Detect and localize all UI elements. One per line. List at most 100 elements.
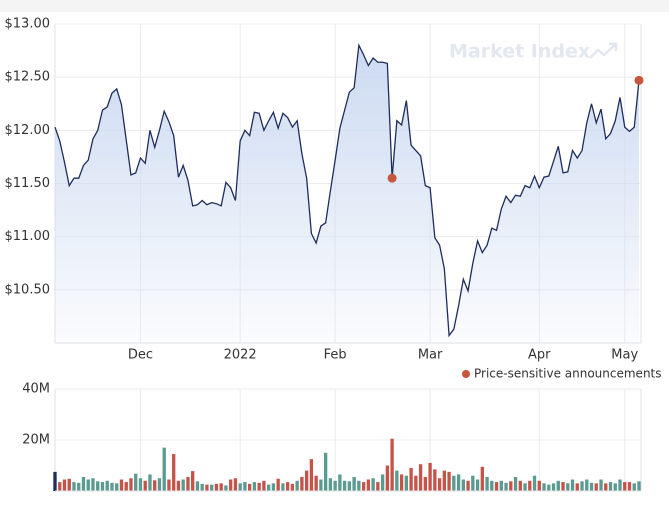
volume-bar xyxy=(537,480,541,491)
volume-bar xyxy=(77,482,81,491)
watermark-icon xyxy=(589,43,617,59)
volume-bar xyxy=(442,470,446,491)
volume-bar xyxy=(357,480,361,491)
watermark: Market Index xyxy=(449,41,590,63)
volume-bar xyxy=(509,481,513,491)
volume-bar xyxy=(352,476,356,491)
volume-bar xyxy=(119,479,124,491)
price-area xyxy=(55,45,639,344)
volume-bar xyxy=(96,481,100,491)
volume-bar xyxy=(589,482,594,491)
volume-bar xyxy=(91,478,95,491)
volume-bar xyxy=(53,471,57,491)
volume-bar xyxy=(566,483,570,491)
top-bar xyxy=(0,0,669,12)
x-tick-label: May xyxy=(611,348,638,363)
volume-bar xyxy=(333,480,337,491)
y-tick-label: $12.50 xyxy=(5,70,51,85)
volume-bar xyxy=(266,484,271,491)
volume-bar xyxy=(447,471,451,491)
volume-bar xyxy=(86,479,90,491)
volume-bar xyxy=(191,471,195,491)
volume-bar xyxy=(167,479,171,491)
y-tick-label: 40M xyxy=(22,382,50,397)
volume-bar xyxy=(433,469,437,491)
volume-bar xyxy=(513,476,518,491)
volume-bar xyxy=(475,479,480,491)
volume-bar xyxy=(376,482,380,491)
volume-bar xyxy=(551,483,556,491)
volume-bar xyxy=(580,481,584,491)
volume-bar xyxy=(290,483,295,491)
volume-bar xyxy=(627,482,632,491)
volume-bar xyxy=(157,478,162,491)
volume-bar xyxy=(248,483,252,491)
volume-bar xyxy=(632,483,636,491)
volume-bar xyxy=(67,478,71,491)
volume-bar xyxy=(395,470,399,491)
volume-bar xyxy=(224,485,228,491)
volume-bar xyxy=(428,462,432,491)
volume-bar xyxy=(262,480,266,491)
volume-bar xyxy=(181,479,185,491)
volume-bar xyxy=(238,483,242,491)
volume-bar xyxy=(162,447,166,491)
y-tick-label: $10.50 xyxy=(5,282,51,297)
volume-bar xyxy=(81,476,86,491)
x-tick-label: Mar xyxy=(418,348,443,363)
volume-bar xyxy=(72,482,76,491)
volume-bar xyxy=(295,480,299,491)
volume-bar xyxy=(518,480,522,491)
volume-bar xyxy=(143,480,147,491)
volume-bar xyxy=(243,482,247,491)
volume-bar xyxy=(138,478,143,491)
volume-bar xyxy=(618,479,622,491)
y-tick-label: $12.00 xyxy=(5,123,51,138)
volume-bar xyxy=(62,479,67,491)
x-tick-label: 2022 xyxy=(224,348,257,363)
volume-bar xyxy=(594,483,598,491)
volume-bar xyxy=(637,481,641,491)
volume-bar xyxy=(418,464,423,491)
volume-bar xyxy=(409,468,413,491)
volume-bar xyxy=(599,479,603,491)
volume-bar xyxy=(233,478,238,491)
volume-bar xyxy=(58,482,62,491)
volume-bar xyxy=(532,475,537,491)
volume-bar xyxy=(485,476,489,491)
volume-bar xyxy=(561,482,565,491)
volume-bar xyxy=(309,459,314,491)
volume-bar xyxy=(205,484,209,491)
volume-bar xyxy=(585,479,589,491)
volume-bar xyxy=(523,483,527,491)
volume-bar xyxy=(129,478,133,491)
volume-bar xyxy=(608,482,613,491)
volume-bar xyxy=(623,482,627,491)
y-tick-label: $13.00 xyxy=(5,17,51,32)
volume-bar xyxy=(110,482,114,491)
y-tick-label: $11.50 xyxy=(5,176,51,191)
volume-bar xyxy=(414,475,418,491)
volume-bar xyxy=(366,479,371,491)
volume-bar xyxy=(257,482,261,491)
volume-bar xyxy=(285,482,290,491)
volume-bar xyxy=(134,473,138,491)
volume-bar xyxy=(210,484,214,491)
volume-bar xyxy=(304,470,309,491)
volume-bar xyxy=(342,480,347,491)
y-tick-label: 20M xyxy=(22,433,50,448)
y-tick-label: $11.00 xyxy=(5,229,51,244)
volume-bar xyxy=(547,484,551,491)
volume-bar xyxy=(328,478,333,491)
volume-bar xyxy=(542,483,546,491)
volume-bar xyxy=(490,480,494,491)
legend-label: Price-sensitive announcements xyxy=(474,367,662,381)
volume-bar xyxy=(252,482,257,491)
volume-bar xyxy=(499,480,503,491)
volume-bar xyxy=(300,476,304,491)
volume-bar xyxy=(461,479,465,491)
volume-bar xyxy=(148,474,152,491)
volume-bar xyxy=(528,480,532,491)
volume-bar xyxy=(570,479,575,491)
